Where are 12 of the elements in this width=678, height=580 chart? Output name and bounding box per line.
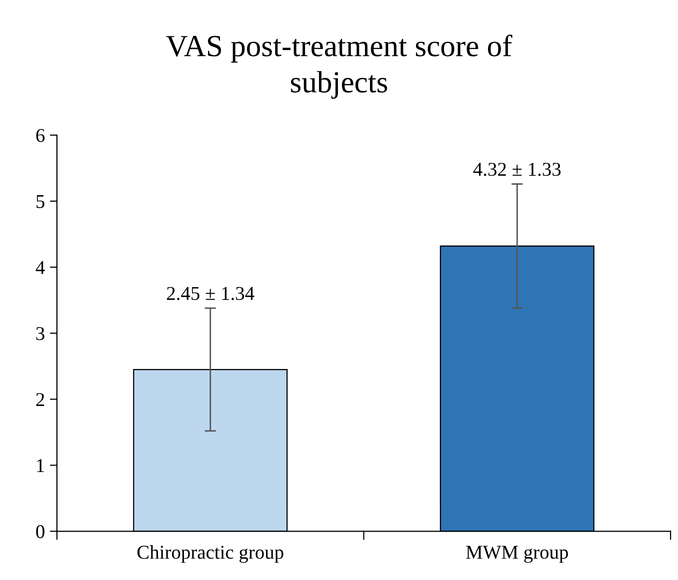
y-tick-label: 5 [36, 195, 44, 208]
y-tick-label: 3 [36, 327, 44, 340]
annotation: 2.45 ± 1.34 [166, 286, 254, 300]
annotation: 4.32 ± 1.33 [473, 162, 561, 176]
y-tick-label: 6 [36, 129, 45, 142]
y-tick-label: 4 [36, 261, 45, 274]
y-tick-label: 1 [37, 459, 44, 472]
y-tick-label: 2 [36, 393, 44, 406]
x-tick-label: MWM group [466, 546, 568, 563]
y-tick-label: 0 [36, 525, 44, 538]
x-tick-label: Chiropractic group [137, 545, 284, 563]
chart-title: VAS post-treatment score of subjects [166, 34, 512, 99]
